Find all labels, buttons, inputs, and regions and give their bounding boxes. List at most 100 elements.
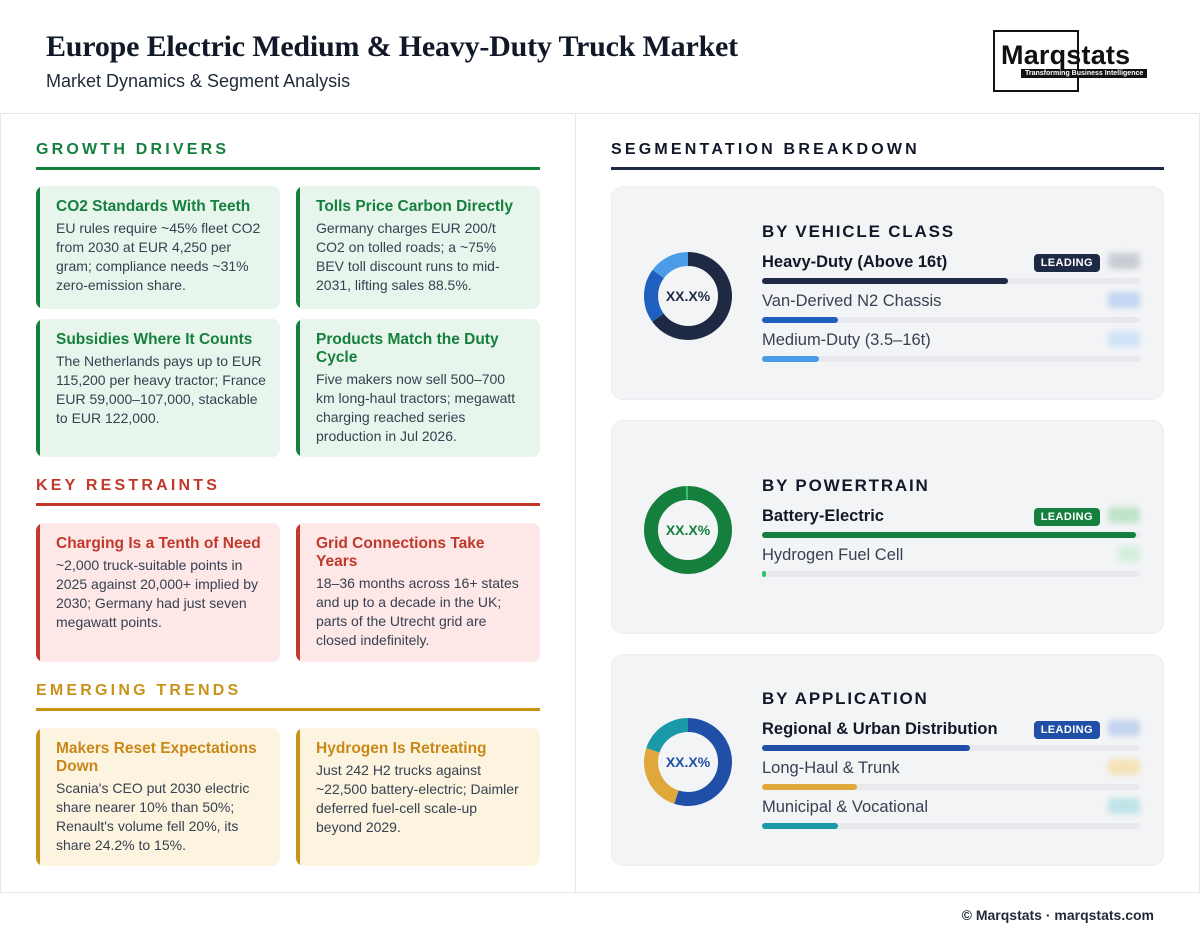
segment-row: Municipal & Vocational	[762, 798, 1142, 832]
card-body: Germany charges EUR 200/t CO2 on tolled …	[316, 220, 500, 293]
card-accent-bar	[296, 728, 300, 866]
emerging-trends-rule	[36, 708, 540, 711]
share-track	[762, 532, 1140, 538]
card-accent-bar	[296, 186, 300, 309]
segment-heading: BY VEHICLE CLASS	[762, 222, 955, 241]
blurred-share-value	[1108, 759, 1140, 775]
card-title: Makers Reset Expectations Down	[56, 740, 257, 775]
segment-name: Battery-Electric	[762, 507, 884, 525]
segmentation-title: SEGMENTATION BREAKDOWN	[611, 141, 920, 158]
share-fill	[762, 745, 970, 751]
blurred-share-value	[1108, 331, 1140, 347]
segment-row: Van-Derived N2 Chassis	[762, 292, 1142, 326]
donut-center-label: XX.X%	[665, 288, 711, 304]
donut-svg	[644, 252, 732, 340]
blurred-share-value	[1118, 546, 1140, 562]
share-track	[762, 823, 1140, 829]
share-track	[762, 784, 1140, 790]
card-accent-bar	[296, 523, 300, 662]
donut-slice	[644, 252, 732, 340]
segment-card-vehicle-class: XX.X% BY VEHICLE CLASS Heavy-Duty (Above…	[611, 186, 1164, 400]
donut-chart: XX.X%	[642, 250, 734, 342]
share-fill	[762, 784, 857, 790]
card-accent-bar	[36, 728, 40, 866]
donut-slice	[644, 718, 732, 806]
segment-name: Van-Derived N2 Chassis	[762, 292, 942, 310]
card-body: The Netherlands pays up to EUR 115,200 p…	[56, 353, 266, 426]
card-title: Tolls Price Carbon Directly	[316, 198, 513, 215]
segment-name: Municipal & Vocational	[762, 798, 929, 816]
card-title: Hydrogen Is Retreating	[316, 740, 487, 757]
segment-name: Medium-Duty (3.5–16t)	[762, 331, 931, 349]
logo-wordmark: Marqstats	[1001, 40, 1131, 70]
donut-center-label: XX.X%	[665, 754, 711, 770]
card-title: Charging Is a Tenth of Need	[56, 535, 261, 552]
driver-card: CO2 Standards With Teeth EU rules requir…	[36, 186, 280, 309]
card-body: Scania's CEO put 2030 electric share nea…	[56, 780, 250, 853]
donut-svg	[644, 486, 732, 574]
logo-tagline: Transforming Business Intelligence	[1021, 69, 1148, 78]
share-fill	[762, 532, 1137, 538]
card-title: Products Match the Duty Cycle	[316, 331, 499, 366]
restraint-card: Charging Is a Tenth of Need ~2,000 truck…	[36, 523, 280, 662]
share-track	[762, 317, 1140, 323]
segment-row: Medium-Duty (3.5–16t)	[762, 331, 1142, 365]
segment-row: Hydrogen Fuel Cell	[762, 546, 1142, 580]
share-track	[762, 745, 1140, 751]
blurred-share-value	[1108, 292, 1140, 308]
page-subtitle: Market Dynamics & Segment Analysis	[46, 71, 351, 91]
blurred-share-value	[1108, 253, 1140, 269]
share-track	[762, 356, 1140, 362]
card-title: Grid Connections Take Years	[316, 535, 485, 570]
segment-name: Hydrogen Fuel Cell	[762, 546, 904, 564]
segment-card-powertrain: XX.X% BY POWERTRAIN Battery-Electric LEA…	[611, 420, 1164, 634]
growth-drivers-rule	[36, 167, 540, 170]
page-title: Europe Electric Medium & Heavy-Duty Truc…	[46, 30, 738, 63]
card-body: 18–36 months across 16+ states and up to…	[316, 575, 519, 648]
segment-name: Heavy-Duty (Above 16t)	[762, 253, 948, 271]
leading-badge: LEADING	[1033, 721, 1100, 739]
share-fill	[762, 317, 838, 323]
share-fill	[762, 571, 766, 577]
segment-name: Regional & Urban Distribution	[762, 720, 998, 738]
blurred-share-value	[1108, 798, 1140, 814]
segment-row: Long-Haul & Trunk	[762, 759, 1142, 793]
dynamics-column: GROWTH DRIVERS CO2 Standards With Teeth …	[0, 114, 576, 892]
emerging-trends-title: EMERGING TRENDS	[36, 682, 242, 699]
driver-card: Products Match the Duty Cycle Five maker…	[296, 319, 540, 457]
segment-name: Long-Haul & Trunk	[762, 759, 900, 777]
trend-card: Hydrogen Is Retreating Just 242 H2 truck…	[296, 728, 540, 866]
segment-card-application: XX.X% BY APPLICATION Regional & Urban Di…	[611, 654, 1164, 866]
card-body: Five makers now sell 500–700 km long-hau…	[316, 371, 516, 444]
segment-row: Regional & Urban Distribution LEADING	[762, 720, 1142, 754]
driver-card: Tolls Price Carbon Directly Germany char…	[296, 186, 540, 309]
share-fill	[762, 278, 1008, 284]
card-accent-bar	[36, 523, 40, 662]
card-title: CO2 Standards With Teeth	[56, 198, 251, 215]
segmentation-rule	[611, 167, 1164, 170]
driver-card: Subsidies Where It Counts The Netherland…	[36, 319, 280, 457]
share-track	[762, 278, 1140, 284]
card-accent-bar	[296, 319, 300, 457]
donut-center-label: XX.X%	[665, 522, 711, 538]
card-title: Subsidies Where It Counts	[56, 331, 253, 348]
donut-slice	[644, 486, 732, 574]
donut-svg	[644, 718, 732, 806]
card-accent-bar	[36, 186, 40, 309]
segment-row: Battery-Electric LEADING	[762, 507, 1142, 541]
donut-slice	[644, 252, 732, 340]
restraint-card: Grid Connections Take Years 18–36 months…	[296, 523, 540, 662]
card-accent-bar	[36, 319, 40, 457]
share-fill	[762, 356, 819, 362]
header: Europe Electric Medium & Heavy-Duty Truc…	[0, 0, 1200, 114]
trend-card: Makers Reset Expectations Down Scania's …	[36, 728, 280, 866]
share-fill	[762, 823, 838, 829]
footer-copyright: © Marqstats · marqstats.com	[961, 907, 1154, 923]
blurred-share-value	[1108, 507, 1140, 523]
donut-chart: XX.X%	[642, 716, 734, 808]
blurred-share-value	[1108, 720, 1140, 736]
logo-frame	[993, 30, 1079, 92]
donut-slice	[644, 718, 732, 806]
segment-heading: BY APPLICATION	[762, 689, 929, 708]
growth-drivers-title: GROWTH DRIVERS	[36, 141, 230, 158]
